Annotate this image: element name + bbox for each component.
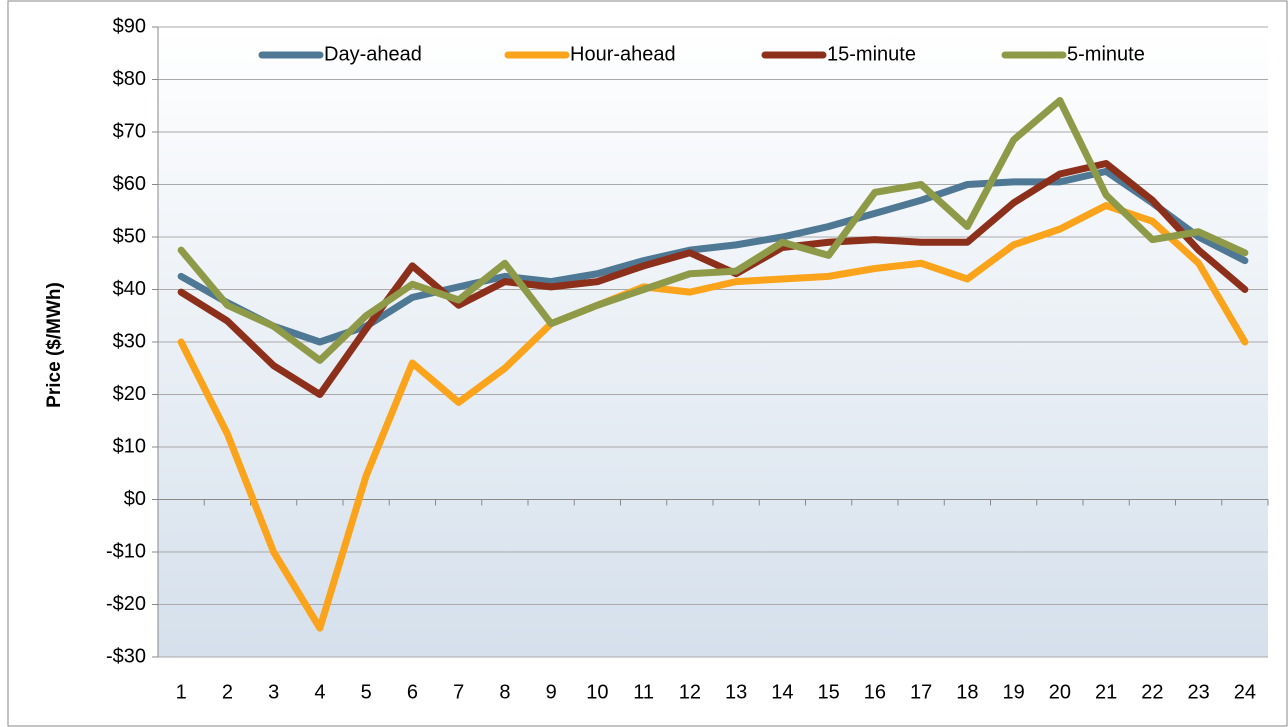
y-tick-label: -$10 <box>106 540 146 562</box>
y-tick-label: $60 <box>113 173 146 195</box>
x-tick-label: 9 <box>546 681 557 703</box>
legend-label: Hour-ahead <box>570 43 676 65</box>
y-tick-label: $0 <box>124 488 146 510</box>
x-tick-label: 11 <box>633 681 654 703</box>
x-tick-label: 2 <box>222 681 233 703</box>
series-line <box>177 167 1249 346</box>
x-tick-label: 12 <box>679 681 701 703</box>
y-tick-label: $50 <box>113 225 146 247</box>
series-line <box>177 97 1249 364</box>
series-line <box>177 202 1249 632</box>
x-tick-label: 14 <box>771 681 793 703</box>
legend-label: 15-minute <box>827 43 916 65</box>
x-tick-label: 21 <box>1095 681 1117 703</box>
legend-label: 5-minute <box>1067 43 1145 65</box>
x-tick-label: 20 <box>1049 681 1071 703</box>
x-tick-label: 6 <box>407 681 418 703</box>
x-tick-label: 22 <box>1141 681 1163 703</box>
x-tick-label: 4 <box>314 681 325 703</box>
y-tick-label: $20 <box>113 383 146 405</box>
x-tick-label: 8 <box>499 681 510 703</box>
y-tick-label: $40 <box>113 278 146 300</box>
y-tick-label: $80 <box>113 68 146 90</box>
x-tick-label: 10 <box>586 681 608 703</box>
x-tick-label: 18 <box>956 681 978 703</box>
x-tick-label: 24 <box>1234 681 1256 703</box>
y-tick-label: $70 <box>113 120 146 142</box>
y-tick-label: $30 <box>113 330 146 352</box>
x-tick-label: 19 <box>1003 681 1025 703</box>
x-tick-label: 23 <box>1188 681 1210 703</box>
x-tick-label: 3 <box>268 681 279 703</box>
x-tick-label: 17 <box>910 681 932 703</box>
y-tick-label: -$30 <box>106 645 146 667</box>
y-tick-label: $90 <box>113 15 146 37</box>
y-tick-label: -$20 <box>106 593 146 615</box>
x-tick-label: 7 <box>453 681 464 703</box>
y-tick-label: $10 <box>113 435 146 457</box>
x-tick-label: 1 <box>176 681 187 703</box>
legend-label: Day-ahead <box>324 43 422 65</box>
x-tick-label: 5 <box>361 681 372 703</box>
x-tick-label: 15 <box>818 681 840 703</box>
series-line <box>177 160 1249 398</box>
x-tick-label: 13 <box>725 681 747 703</box>
y-axis-label: Price ($/MWh) <box>44 282 65 408</box>
x-tick-label: 16 <box>864 681 886 703</box>
